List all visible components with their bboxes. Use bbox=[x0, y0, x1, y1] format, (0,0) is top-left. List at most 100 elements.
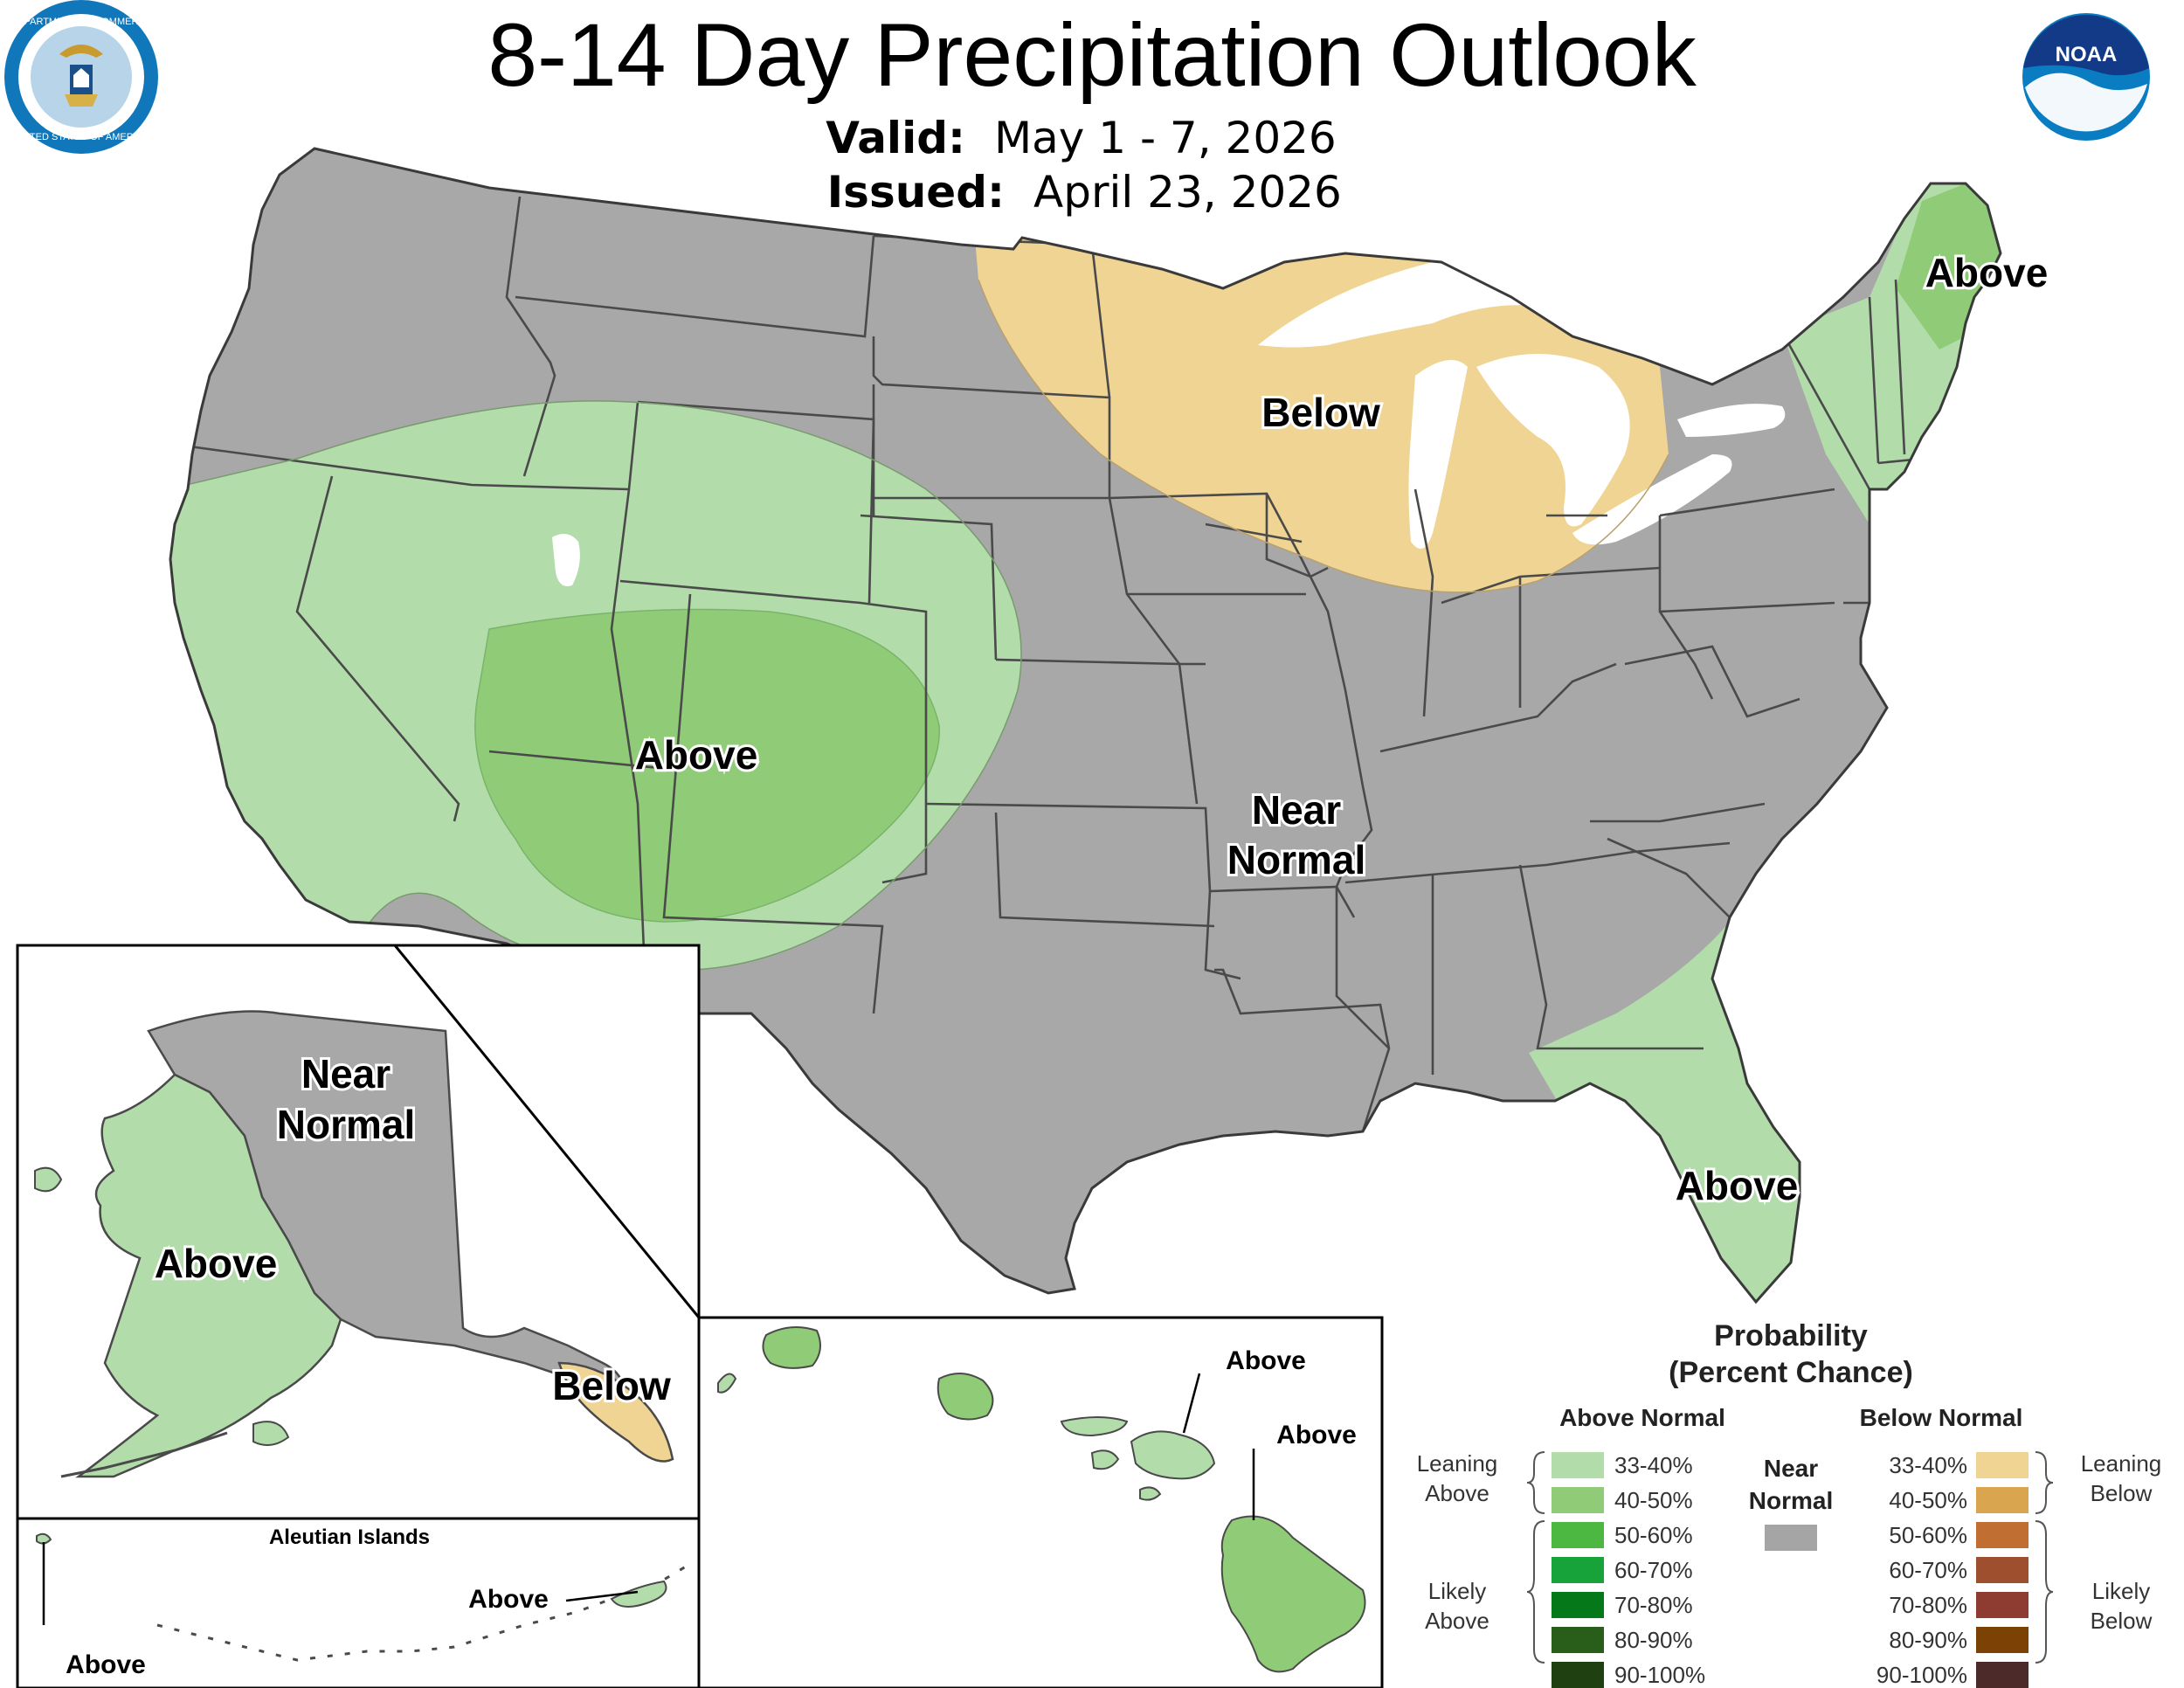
outlook-title: 8-14 Day Precipitation Outlook bbox=[487, 5, 1697, 105]
legend-above-swatch-6 bbox=[1552, 1627, 1604, 1653]
brace-leaning-below bbox=[2035, 1451, 2054, 1514]
legend-above-label-1: 33-40% bbox=[1614, 1452, 1693, 1478]
conus-outline bbox=[169, 147, 2002, 1304]
lake-ontario bbox=[1677, 404, 1786, 437]
legend-above-label-6: 80-90% bbox=[1614, 1627, 1693, 1653]
hawaii-label-maui-above: Above bbox=[1226, 1346, 1306, 1375]
legend-above-label-4: 60-70% bbox=[1614, 1557, 1693, 1583]
legend-above-label-2: 40-50% bbox=[1614, 1487, 1693, 1513]
hawaii-maui bbox=[1130, 1430, 1216, 1480]
legend-likely-below-line2: Below bbox=[2091, 1608, 2153, 1634]
legend-above-swatch-5 bbox=[1552, 1592, 1604, 1618]
hawaii-oahu bbox=[936, 1373, 994, 1421]
legend-likely-above-line1: Likely bbox=[1428, 1578, 1486, 1604]
legend-likely-below-line1: Likely bbox=[2092, 1578, 2150, 1604]
legend-below-swatch-4 bbox=[1976, 1557, 2028, 1583]
lake-huron bbox=[1476, 354, 1630, 527]
legend-above-swatch-4 bbox=[1552, 1557, 1604, 1583]
legend-below-label-3: 50-60% bbox=[1889, 1522, 1967, 1548]
conus-map: Above Below Above Near Normal Above bbox=[169, 147, 2051, 1304]
legend-below-swatch-1 bbox=[1976, 1452, 2028, 1478]
alaska-island-west bbox=[34, 1166, 63, 1193]
legend-below-header: Below Normal bbox=[1860, 1404, 2023, 1431]
noaa-logo-text: NOAA bbox=[2056, 43, 2118, 66]
legend-below-label-2: 40-50% bbox=[1889, 1487, 1967, 1513]
legend-above-label-5: 70-80% bbox=[1614, 1592, 1693, 1618]
legend-below-swatch-7 bbox=[1976, 1662, 2028, 1688]
alaska-label-near-line1: Near bbox=[301, 1051, 390, 1097]
legend-below-label-4: 60-70% bbox=[1889, 1557, 1967, 1583]
aleutian-island-east bbox=[610, 1580, 667, 1608]
legend-below-swatch-5 bbox=[1976, 1592, 2028, 1618]
label-near-normal-line1: Near bbox=[1252, 787, 1341, 833]
label-near-normal-line2: Normal bbox=[1227, 837, 1365, 882]
midwest-below-outline bbox=[978, 279, 1669, 593]
valid-label: Valid: bbox=[826, 113, 965, 163]
legend: Probability (Percent Chance) Above Norma… bbox=[1417, 1319, 2161, 1688]
legend-near-line2: Normal bbox=[1749, 1487, 1833, 1514]
alaska-near-normal-area bbox=[147, 1010, 625, 1417]
brace-likely-above bbox=[1526, 1520, 1545, 1664]
label-west-above: Above bbox=[635, 732, 758, 778]
legend-below-label-1: 33-40% bbox=[1889, 1452, 1967, 1478]
legend-below-swatch-2 bbox=[1976, 1487, 2028, 1513]
alaska-labels: Near Normal Above Below bbox=[152, 1048, 674, 1411]
hawaii-big-island bbox=[1220, 1515, 1366, 1673]
legend-below-label-5: 70-80% bbox=[1889, 1592, 1967, 1618]
legend-leaning-above-line2: Above bbox=[1425, 1480, 1489, 1506]
label-florida-above: Above bbox=[1676, 1163, 1799, 1208]
lake-michigan bbox=[1408, 360, 1468, 549]
legend-above-label-7: 90-100% bbox=[1614, 1662, 1705, 1688]
legend-near-swatch bbox=[1765, 1525, 1817, 1551]
legend-leaning-above-line1: Leaning bbox=[1417, 1450, 1498, 1477]
hawaii-kauai bbox=[762, 1326, 821, 1369]
commerce-seal-icon: DEPARTMENT OF COMMERCE UNITED STATES OF … bbox=[4, 0, 158, 154]
label-midwest-below: Below bbox=[1261, 390, 1380, 435]
alaska-island-chain bbox=[60, 1431, 228, 1478]
legend-above-swatch-3 bbox=[1552, 1522, 1604, 1548]
legend-above-header: Above Normal bbox=[1559, 1404, 1725, 1431]
legend-near-line1: Near bbox=[1764, 1455, 1818, 1482]
issued-label: Issued: bbox=[827, 167, 1005, 218]
hawaii-niihau bbox=[717, 1373, 737, 1394]
brace-leaning-above bbox=[1526, 1451, 1545, 1514]
aleutian-island-west bbox=[36, 1532, 52, 1545]
conus-labels: Above Below Above Near Normal Above bbox=[632, 247, 2051, 1211]
legend-above-swatch-2 bbox=[1552, 1487, 1604, 1513]
aleutian-label-west: Above bbox=[66, 1650, 146, 1679]
hawaii-lanai bbox=[1090, 1449, 1120, 1470]
legend-above-swatches: 33-40% 40-50% 50-60% 60-70% 70-80% 80-90% 90-1… bbox=[1552, 1452, 1705, 1688]
issued-date: April 23, 2026 bbox=[1033, 167, 1342, 218]
legend-above-label-3: 50-60% bbox=[1614, 1522, 1693, 1548]
legend-below-label-6: 80-90% bbox=[1889, 1627, 1967, 1653]
legend-title-line2: (Percent Chance) bbox=[1669, 1356, 1913, 1389]
noaa-logo-icon: NOAA bbox=[2022, 13, 2150, 141]
legend-below-swatches: 33-40% 40-50% 50-60% 60-70% 70-80% 80-90% 90-1… bbox=[1876, 1452, 2028, 1688]
aleutian-title: Aleutian Islands bbox=[269, 1525, 430, 1549]
hawaii-inset: Above Above bbox=[697, 1316, 1384, 1688]
hawaii-label-big-island-above: Above bbox=[1276, 1421, 1357, 1449]
alaska-label-above: Above bbox=[155, 1241, 278, 1286]
label-maine-above: Above bbox=[1925, 250, 2049, 295]
legend-above-swatch-1 bbox=[1552, 1452, 1604, 1478]
aleutian-inset: Aleutian Islands Above Above bbox=[16, 1517, 701, 1688]
valid-dates: May 1 - 7, 2026 bbox=[994, 113, 1337, 163]
lake-erie bbox=[1572, 454, 1732, 545]
legend-below-swatch-6 bbox=[1976, 1627, 2028, 1653]
legend-above-swatch-7 bbox=[1552, 1662, 1604, 1688]
midwest-below-lean-area bbox=[974, 227, 1669, 592]
legend-below-swatch-3 bbox=[1976, 1522, 2028, 1548]
legend-title-line1: Probability bbox=[1714, 1319, 1868, 1352]
aleutian-label-east: Above bbox=[468, 1585, 549, 1614]
alaska-island-south bbox=[252, 1421, 290, 1446]
alaska-label-below: Below bbox=[552, 1363, 671, 1408]
west-above-likely-area bbox=[474, 608, 940, 923]
alaska-label-near-line2: Normal bbox=[277, 1102, 415, 1147]
great-salt-lake bbox=[552, 534, 580, 586]
commerce-seal-top-text: DEPARTMENT OF COMMERCE bbox=[10, 17, 151, 27]
alaska-panhandle-below-area bbox=[557, 1361, 674, 1463]
legend-likely-above-line2: Above bbox=[1425, 1608, 1489, 1634]
alaska-above-area bbox=[75, 1073, 342, 1478]
legend-below-label-7: 90-100% bbox=[1876, 1662, 1967, 1688]
